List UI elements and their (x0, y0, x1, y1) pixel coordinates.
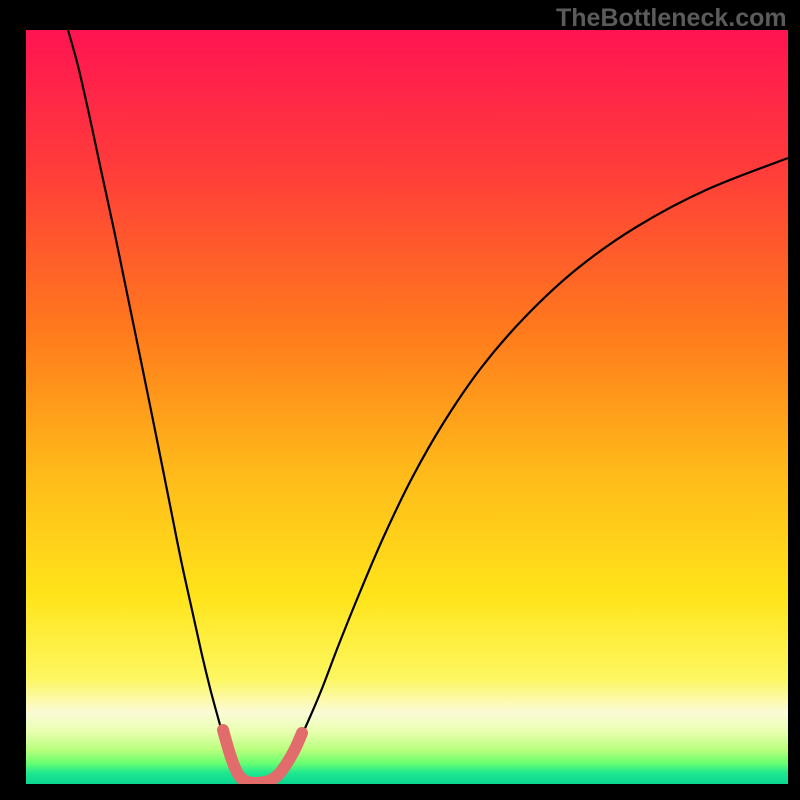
plot-area (26, 30, 788, 784)
watermark-text: TheBottleneck.com (556, 4, 787, 33)
bottleneck-curve (68, 30, 788, 783)
optimal-range-overlay (223, 730, 302, 783)
curve-layer (26, 30, 788, 784)
